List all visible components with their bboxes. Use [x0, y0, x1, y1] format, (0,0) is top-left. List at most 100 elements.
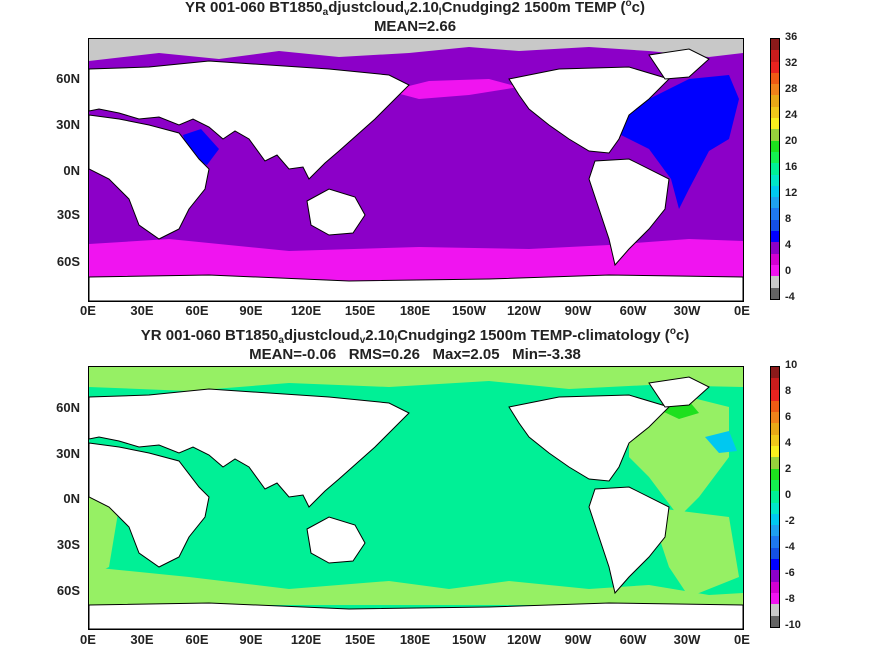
bottom-lon-label: 90W [564, 632, 592, 647]
bottom-lon-label: 0E [734, 632, 750, 647]
africa-landmass [89, 114, 210, 240]
colorbar-tick-label: 20 [785, 135, 798, 147]
colorbar-tick-label: -4 [785, 541, 795, 553]
colorbar-segment [771, 592, 779, 605]
colorbar-segment [771, 185, 779, 198]
antarctica-landmass [89, 274, 743, 301]
colorbar-segment [771, 389, 779, 401]
south-america-landmass [588, 158, 670, 267]
bottom-lon-label: 60W [619, 632, 647, 647]
colorbar-segment [771, 95, 779, 107]
colorbar-tick-label: 16 [785, 161, 798, 173]
colorbar-segment [771, 502, 779, 514]
bottom-lon-label: 150W [452, 632, 486, 647]
gulf-stream-negative-anomaly [705, 431, 737, 453]
colorbar-segment [771, 604, 779, 616]
colorbar-tick-label: 8 [785, 385, 792, 397]
bottom-map-stats: MEAN=-0.06 RMS=0.26 Max=2.05 Min=-3.38 [249, 346, 581, 363]
top-lon-label: 30W [673, 303, 701, 318]
colorbar-segment [771, 434, 779, 447]
top-lon-label: 90W [564, 303, 592, 318]
colorbar-segment [771, 50, 779, 62]
colorbar-segment [771, 446, 779, 458]
top-map-plot [88, 38, 744, 302]
colorbar-segment [771, 151, 779, 164]
colorbar-segment [771, 84, 779, 96]
north-atlantic-blue-region [609, 75, 739, 209]
bottom-map-title: YR 001-060 BT1850adjustcloudv2.10lCnudgi… [140, 326, 690, 346]
top-lon-label: 60E [185, 303, 209, 318]
colorbar-tick-label: 32 [785, 57, 798, 69]
colorbar-segment [771, 208, 779, 220]
africa-landmass [89, 442, 210, 568]
colorbar-segment [771, 570, 779, 582]
top-lat-60s: 60S [56, 254, 80, 269]
colorbar-tick-label: 4 [785, 437, 792, 449]
colorbar-segment [771, 118, 779, 130]
north-america-landmass [508, 66, 670, 154]
top-lat-0n: 0N [63, 163, 80, 178]
colorbar-tick-label: 8 [785, 213, 792, 225]
top-map-title: YR 001-060 BT1850adjustcloudv2.10lCnudgi… [185, 0, 645, 18]
bottom-lon-label: 60E [185, 632, 209, 647]
top-colorbar [770, 38, 780, 300]
colorbar-segment [771, 197, 779, 209]
colorbar-tick-label: 6 [785, 411, 792, 423]
colorbar-segment [771, 581, 779, 593]
antarctica-landmass [89, 602, 743, 629]
colorbar-segment [771, 378, 779, 390]
bottom-lon-label: 180E [399, 632, 431, 647]
colorbar-segment [771, 72, 779, 85]
top-lon-label: 180E [399, 303, 431, 318]
greenland-landmass [648, 48, 710, 80]
greenland-landmass [648, 376, 710, 408]
colorbar-segment [771, 468, 779, 480]
top-lon-label: 120E [290, 303, 322, 318]
bottom-lat-30s: 30S [56, 537, 80, 552]
colorbar-tick-label: 2 [785, 463, 792, 475]
australia-landmass [306, 516, 366, 564]
bottom-lat-0n: 0N [63, 491, 80, 506]
colorbar-tick-label: -10 [785, 619, 801, 631]
colorbar-tick-label: -4 [785, 291, 795, 303]
colorbar-segment [771, 559, 779, 571]
eurasia-landmass [89, 60, 410, 180]
bottom-lon-label: 0E [80, 632, 96, 647]
south-atlantic-positive-anomaly [649, 507, 739, 597]
colorbar-tick-label: 10 [785, 359, 798, 371]
bottom-lon-label: 30W [673, 632, 701, 647]
colorbar-tick-label: 36 [785, 31, 798, 43]
colorbar-segment [771, 219, 779, 232]
top-lon-label: 90E [239, 303, 263, 318]
top-lon-label: 0E [80, 303, 96, 318]
colorbar-segment [771, 615, 779, 627]
south-america-landmass [588, 486, 670, 595]
colorbar-segment [771, 61, 779, 73]
colorbar-segment [771, 106, 779, 119]
top-map-stats: MEAN=2.66 [373, 18, 457, 35]
arctic-ice-region [89, 39, 743, 61]
colorbar-segment [771, 264, 779, 277]
colorbar-tick-label: -8 [785, 593, 795, 605]
australia-landmass [306, 188, 366, 236]
colorbar-tick-label: 28 [785, 83, 798, 95]
colorbar-segment [771, 140, 779, 152]
top-lon-label: 150E [344, 303, 376, 318]
colorbar-segment [771, 547, 779, 560]
colorbar-segment [771, 457, 779, 469]
top-lat-60n: 60N [56, 71, 80, 86]
colorbar-segment [771, 129, 779, 141]
colorbar-segment [771, 253, 779, 265]
colorbar-segment [771, 513, 779, 526]
bottom-colorbar [770, 366, 780, 628]
colorbar-segment [771, 491, 779, 503]
bottom-lon-label: 120E [290, 632, 322, 647]
bottom-map-plot [88, 366, 744, 630]
bottom-lon-label: 90E [239, 632, 263, 647]
bottom-lon-label: 150E [344, 632, 376, 647]
top-lat-30n: 30N [56, 117, 80, 132]
colorbar-tick-label: 0 [785, 489, 792, 501]
north-atlantic-positive-anomaly [629, 397, 729, 517]
colorbar-segment [771, 231, 779, 243]
top-lon-label: 0E [734, 303, 750, 318]
